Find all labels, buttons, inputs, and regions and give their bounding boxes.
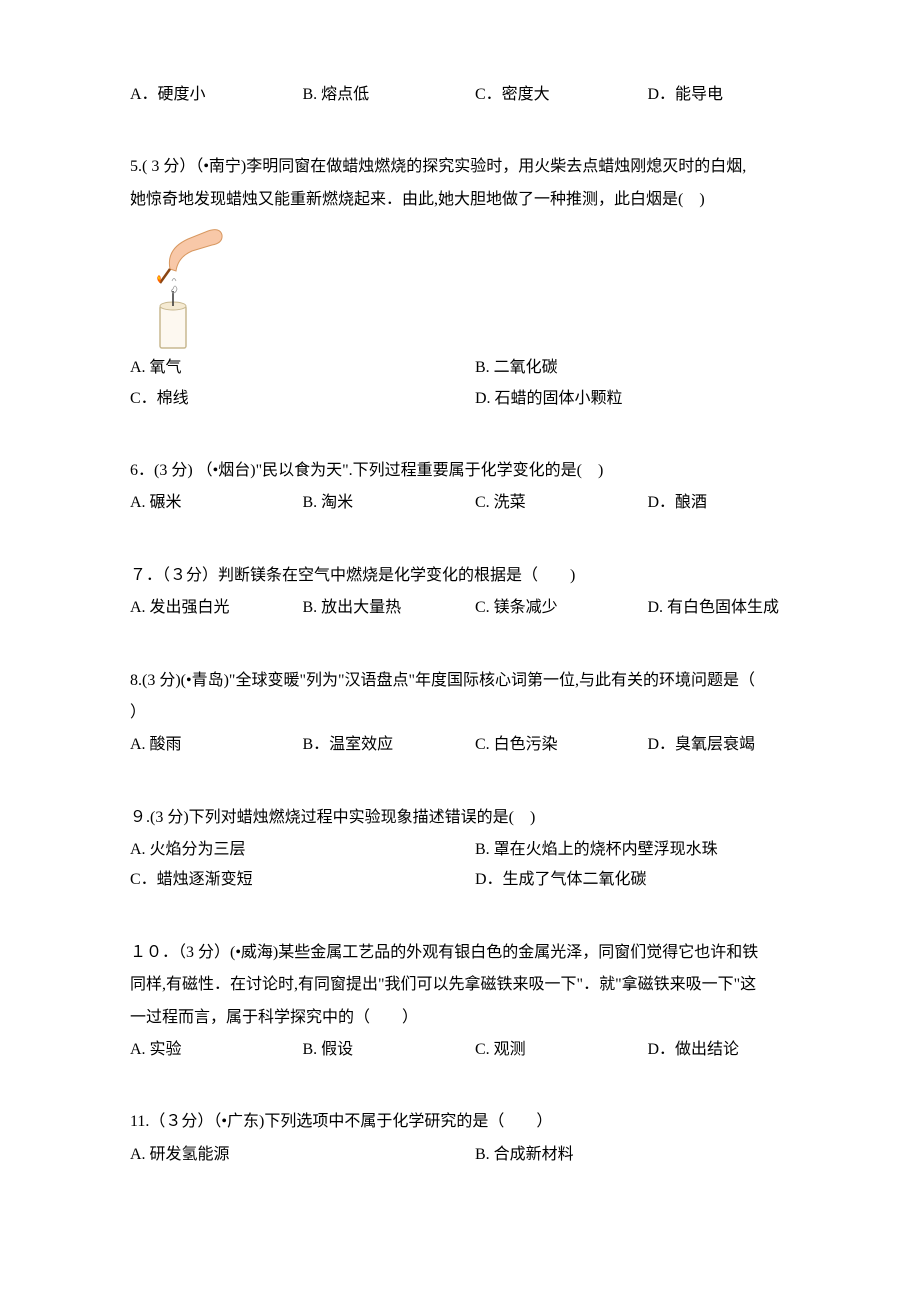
- q8-option-c: C. 白色污染: [475, 730, 648, 760]
- question-6: 6．(3 分) （•烟台)"民以食为天".下列过程重要属于化学变化的是( ) A…: [130, 456, 820, 519]
- q7-option-b: B. 放出大量热: [303, 593, 476, 623]
- q6-option-b: B. 淘米: [303, 488, 476, 518]
- question-7-options: A. 发出强白光 B. 放出大量热 C. 镁条减少 D. 有白色固体生成: [130, 593, 820, 623]
- q4-option-d: D．能导电: [648, 80, 821, 110]
- q10-stem-line1: １０．（3 分）(•威海)某些金属工艺品的外观有银白色的金属光泽，同窗们觉得它也…: [130, 938, 820, 968]
- q10-stem-line3: 一过程而言，属于科学探究中的（ ）: [130, 1003, 820, 1033]
- q10-option-c: C. 观测: [475, 1035, 648, 1065]
- candle-match-illustration: [130, 221, 225, 351]
- q8-option-b: B．温室效应: [303, 730, 476, 760]
- q7-option-d: D. 有白色固体生成: [648, 593, 821, 623]
- question-10: １０．（3 分）(•威海)某些金属工艺品的外观有银白色的金属光泽，同窗们觉得它也…: [130, 938, 820, 1066]
- question-11-options: A. 研发氢能源 B. 合成新材料: [130, 1140, 820, 1170]
- question-10-options: A. 实验 B. 假设 C. 观测 D．做出结论: [130, 1035, 820, 1065]
- q4-option-b: B. 熔点低: [303, 80, 476, 110]
- question-7: ７．（３分）判断镁条在空气中燃烧是化学变化的根据是（ ) A. 发出强白光 B.…: [130, 561, 820, 624]
- q10-option-b: B. 假设: [303, 1035, 476, 1065]
- q5-option-a: A. 氧气: [130, 353, 475, 383]
- q10-stem-line2: 同样,有磁性．在讨论时,有同窗提出"我们可以先拿磁铁来吸一下"．就"拿磁铁来吸一…: [130, 970, 820, 1000]
- question-9: ９.(3 分)下列对蜡烛燃烧过程中实验现象描述错误的是( ) A. 火焰分为三层…: [130, 803, 820, 896]
- q10-option-d: D．做出结论: [648, 1035, 821, 1065]
- q8-option-d: D．臭氧层衰竭: [648, 730, 821, 760]
- q7-option-a: A. 发出强白光: [130, 593, 303, 623]
- q5-option-d: D. 石蜡的固体小颗粒: [475, 384, 820, 414]
- q6-option-a: A. 碾米: [130, 488, 303, 518]
- question-4-options: A．硬度小 B. 熔点低 C．密度大 D．能导电: [130, 80, 820, 110]
- q4-option-c: C．密度大: [475, 80, 648, 110]
- q8-stem-line2: ）: [130, 698, 820, 728]
- question-9-options: A. 火焰分为三层 B. 罩在火焰上的烧杯内壁浮现水珠 C．蜡烛逐渐变短 D．生…: [130, 835, 820, 896]
- q9-option-a: A. 火焰分为三层: [130, 835, 475, 865]
- q8-stem-line1: 8.(3 分)(•青岛)"全球变暖"列为"汉语盘点"年度国际核心词第一位,与此有…: [130, 666, 820, 696]
- q5-stem-line1: 5.( 3 分）（•南宁)李明同窗在做蜡烛燃烧的探究实验时，用火柴去点蜡烛刚熄灭…: [130, 152, 820, 182]
- question-8: 8.(3 分)(•青岛)"全球变暖"列为"汉语盘点"年度国际核心词第一位,与此有…: [130, 666, 820, 761]
- q5-option-c: C．棉线: [130, 384, 475, 414]
- q11-stem: 11.（３分）（•广东)下列选项中不属于化学研究的是（ ）: [130, 1107, 820, 1137]
- q5-option-b: B. 二氧化碳: [475, 353, 820, 383]
- question-5-options: A. 氧气 B. 二氧化碳 C．棉线 D. 石蜡的固体小颗粒: [130, 353, 820, 414]
- question-4-partial: A．硬度小 B. 熔点低 C．密度大 D．能导电: [130, 80, 820, 110]
- q9-option-b: B. 罩在火焰上的烧杯内壁浮现水珠: [475, 835, 820, 865]
- q9-option-d: D．生成了气体二氧化碳: [475, 865, 820, 895]
- q11-option-b: B. 合成新材料: [475, 1140, 820, 1170]
- q10-option-a: A. 实验: [130, 1035, 303, 1065]
- q5-stem-line2: 她惊奇地发现蜡烛又能重新燃烧起来．由此,她大胆地做了一种推测，此白烟是( ): [130, 185, 820, 215]
- question-5: 5.( 3 分）（•南宁)李明同窗在做蜡烛燃烧的探究实验时，用火柴去点蜡烛刚熄灭…: [130, 152, 820, 414]
- q7-stem: ７．（３分）判断镁条在空气中燃烧是化学变化的根据是（ ): [130, 561, 820, 591]
- q8-option-a: A. 酸雨: [130, 730, 303, 760]
- q9-option-c: C．蜡烛逐渐变短: [130, 865, 475, 895]
- q6-option-d: D．酿酒: [648, 488, 821, 518]
- q6-stem: 6．(3 分) （•烟台)"民以食为天".下列过程重要属于化学变化的是( ): [130, 456, 820, 486]
- question-11: 11.（３分）（•广东)下列选项中不属于化学研究的是（ ） A. 研发氢能源 B…: [130, 1107, 820, 1170]
- q6-option-c: C. 洗菜: [475, 488, 648, 518]
- q11-option-a: A. 研发氢能源: [130, 1140, 475, 1170]
- q4-option-a: A．硬度小: [130, 80, 303, 110]
- q7-option-c: C. 镁条减少: [475, 593, 648, 623]
- question-8-options: A. 酸雨 B．温室效应 C. 白色污染 D．臭氧层衰竭: [130, 730, 820, 760]
- question-6-options: A. 碾米 B. 淘米 C. 洗菜 D．酿酒: [130, 488, 820, 518]
- q9-stem: ９.(3 分)下列对蜡烛燃烧过程中实验现象描述错误的是( ): [130, 803, 820, 833]
